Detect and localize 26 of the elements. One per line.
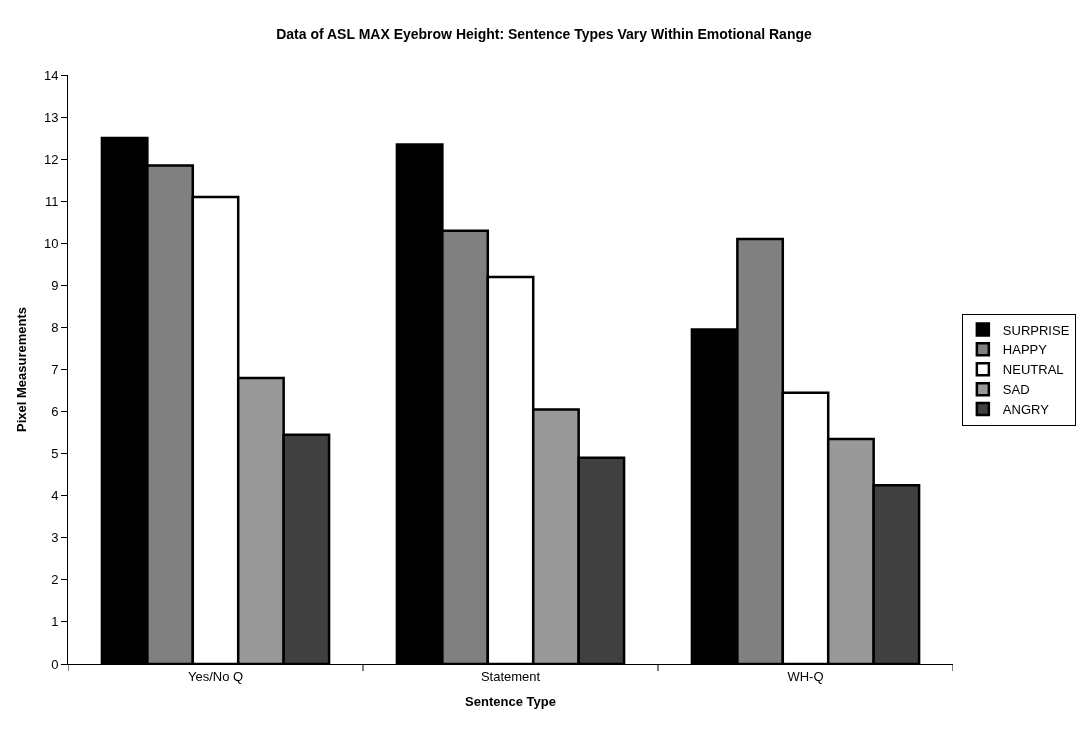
- y-tick-label: 2: [51, 572, 59, 588]
- y-tick-label: 3: [51, 530, 59, 546]
- legend-label: ANGRY: [1002, 402, 1050, 418]
- y-tick-label: 5: [51, 446, 59, 462]
- y-tick-label: 12: [43, 151, 59, 167]
- y-tick-label: 1: [51, 614, 59, 630]
- x-axis-title: Sentence Type: [465, 694, 556, 710]
- x-tick-label: WH-Q: [787, 668, 824, 684]
- legend-label: SURPRISE: [1002, 322, 1070, 338]
- y-tick-label: 8: [51, 319, 59, 335]
- y-tick-label: 13: [43, 109, 59, 125]
- y-tick-label: 14: [43, 67, 59, 83]
- y-tick-label: 11: [44, 193, 59, 209]
- chart-title: Data of ASL MAX Eyebrow Height: Sentence Types Vary Within Emotional Range: [276, 26, 812, 42]
- y-tick-label: 10: [43, 235, 59, 251]
- x-tick-label: Yes/No Q: [187, 668, 244, 684]
- legend-label: NEUTRAL: [1002, 362, 1064, 378]
- legend-label: SAD: [1002, 382, 1030, 398]
- legend-label: HAPPY: [1002, 342, 1048, 358]
- y-tick-label: 9: [51, 277, 59, 293]
- x-tick-label: Statement: [480, 668, 541, 684]
- y-tick-label: 0: [51, 656, 59, 672]
- y-tick-label: 7: [51, 362, 59, 378]
- y-axis-title: Pixel Measurements: [13, 306, 29, 433]
- y-tick-label: 4: [51, 488, 59, 504]
- y-tick-label: 6: [51, 404, 59, 420]
